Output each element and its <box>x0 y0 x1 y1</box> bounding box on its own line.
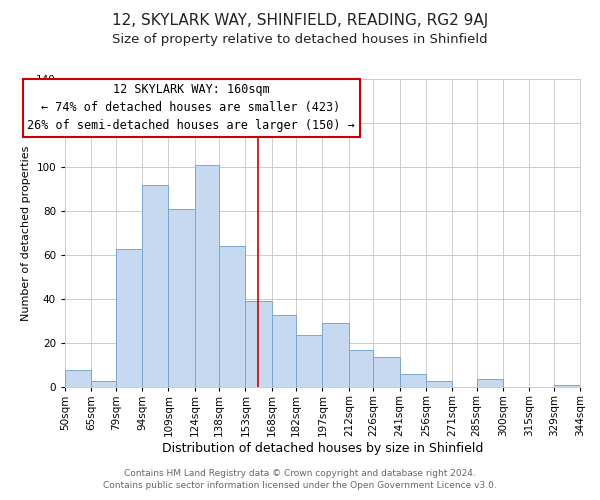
Bar <box>554 385 580 388</box>
Bar <box>116 248 142 388</box>
Text: 12, SKYLARK WAY, SHINFIELD, READING, RG2 9AJ: 12, SKYLARK WAY, SHINFIELD, READING, RG2… <box>112 12 488 28</box>
Bar <box>296 334 322 388</box>
Bar <box>142 184 169 388</box>
Bar <box>245 302 272 388</box>
X-axis label: Distribution of detached houses by size in Shinfield: Distribution of detached houses by size … <box>162 442 483 455</box>
Y-axis label: Number of detached properties: Number of detached properties <box>20 146 31 321</box>
Bar <box>91 381 116 388</box>
Bar <box>272 314 296 388</box>
Bar <box>400 374 426 388</box>
Bar <box>65 370 91 388</box>
Bar <box>349 350 373 388</box>
Text: Size of property relative to detached houses in Shinfield: Size of property relative to detached ho… <box>112 32 488 46</box>
Bar <box>219 246 245 388</box>
Bar <box>426 381 452 388</box>
Bar <box>476 378 503 388</box>
Bar <box>169 209 194 388</box>
Text: 12 SKYLARK WAY: 160sqm
← 74% of detached houses are smaller (423)
26% of semi-de: 12 SKYLARK WAY: 160sqm ← 74% of detached… <box>27 84 355 132</box>
Bar <box>322 324 349 388</box>
Bar <box>194 165 219 388</box>
Bar <box>373 356 400 388</box>
Text: Contains HM Land Registry data © Crown copyright and database right 2024.
Contai: Contains HM Land Registry data © Crown c… <box>103 468 497 490</box>
